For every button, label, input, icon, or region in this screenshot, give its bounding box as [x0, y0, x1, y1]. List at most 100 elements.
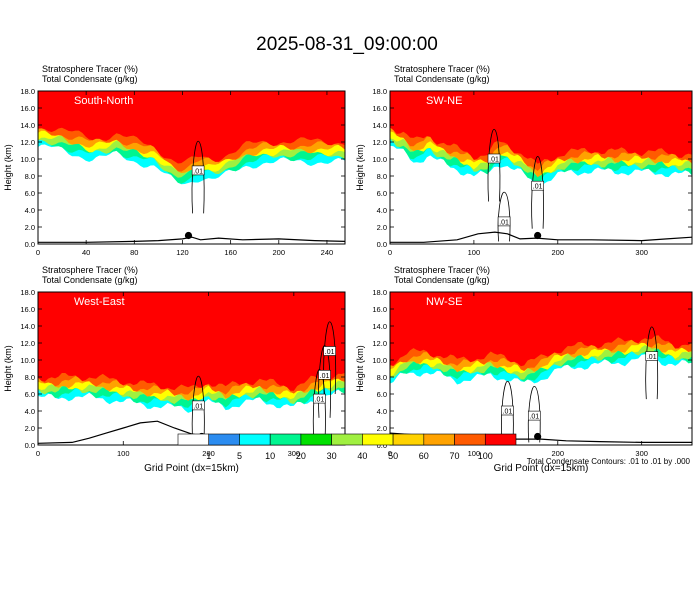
- contour-label-box: [501, 405, 514, 416]
- terrain-line: [38, 236, 345, 243]
- x-tick-label: 0: [36, 449, 40, 458]
- colorbar-label: 60: [419, 451, 429, 461]
- colorbar-label: 20: [296, 451, 306, 461]
- y-tick-label: 8.0: [377, 172, 387, 181]
- y-tick-label: 2.0: [377, 424, 387, 433]
- y-tick-label: 16.0: [372, 305, 387, 314]
- colorbar-swatch: [454, 433, 486, 446]
- contour-label: .01: [499, 219, 509, 226]
- tracer-layers: [390, 91, 692, 243]
- x-tick-label: 200: [552, 449, 565, 458]
- tracer-layers: [38, 91, 345, 243]
- y-tick-label: 4.0: [25, 407, 35, 416]
- contour-label: .01: [315, 397, 325, 404]
- y-tick-label: 14.0: [372, 121, 387, 130]
- panel-header-line: Total Condensate (g/kg): [42, 74, 138, 84]
- footnote: Total Condensate Contours: .01 to .01 by…: [527, 457, 691, 466]
- location-marker: [534, 432, 542, 441]
- tracer-band: [38, 292, 345, 391]
- colorbar-swatch: [423, 433, 455, 446]
- condensate-contour: [191, 375, 205, 443]
- y-tick-label: 6.0: [25, 390, 35, 399]
- colorbar-label: 30: [327, 451, 337, 461]
- x-tick-label: 240: [321, 248, 334, 257]
- colorbar-label: 10: [265, 451, 275, 461]
- contour-label: .01: [193, 168, 203, 175]
- y-tick-label: 16.0: [20, 104, 35, 113]
- location-marker: [534, 231, 542, 240]
- y-tick-label: 4.0: [377, 206, 387, 215]
- x-tick-label: 200: [273, 248, 286, 257]
- y-tick-label: 0.0: [377, 441, 387, 450]
- panel-top-left: Stratosphere Tracer (%)Total Condensate …: [3, 64, 346, 257]
- y-tick-label: 0.0: [377, 240, 387, 249]
- colorbar-swatch: [331, 433, 363, 446]
- colorbar-swatch: [177, 433, 210, 446]
- x-tick-label: 160: [224, 248, 237, 257]
- x-tick-label: 120: [176, 248, 189, 257]
- tracer-layers: [390, 292, 692, 443]
- y-tick-label: 18.0: [20, 87, 35, 96]
- contour-label: .01: [325, 349, 335, 356]
- condensate-contour: [323, 321, 337, 395]
- x-tick-label: 40: [82, 248, 90, 257]
- tracer-layers: [38, 292, 345, 444]
- contour-label: .01: [533, 184, 543, 191]
- contour-label: .01: [529, 414, 539, 421]
- panel-header-line: Stratosphere Tracer (%): [42, 265, 138, 275]
- x-tick-label: 300: [635, 449, 648, 458]
- condensate-contour: [191, 140, 205, 214]
- colorbar-label: 5: [237, 451, 242, 461]
- y-tick-label: 18.0: [372, 87, 387, 96]
- colorbar-swatch: [300, 433, 332, 446]
- condensate-contour: [312, 368, 326, 442]
- y-tick-label: 8.0: [25, 373, 35, 382]
- x-tick-label: 100: [468, 449, 481, 458]
- colorbar-label: 70: [450, 451, 460, 461]
- y-tick-label: 0.0: [25, 240, 35, 249]
- colorbar-swatch: [239, 433, 271, 446]
- colorbar-label: 40: [357, 451, 367, 461]
- contour-label: .01: [503, 409, 513, 416]
- plot-frame: [389, 291, 693, 446]
- y-tick-label: 2.0: [25, 424, 35, 433]
- tracer-band: [390, 292, 692, 367]
- x-tick-label: 0: [388, 248, 392, 257]
- panel-label: West-East: [74, 296, 125, 308]
- panel-header-line: Total Condensate (g/kg): [42, 275, 138, 285]
- contour-label: .01: [647, 354, 657, 361]
- x-tick-label: 100: [468, 248, 481, 257]
- y-tick-label: 12.0: [372, 138, 387, 147]
- x-tick-label: 100: [117, 449, 130, 458]
- colorbar-swatch: [392, 433, 425, 446]
- y-tick-label: 16.0: [372, 104, 387, 113]
- tracer-band: [38, 91, 345, 164]
- panel-top-right: Stratosphere Tracer (%)Total Condensate …: [355, 64, 693, 257]
- x-tick-label: 80: [130, 248, 138, 257]
- condensate-contour: [487, 128, 501, 202]
- y-tick-label: 8.0: [25, 172, 35, 181]
- x-tick-label: 300: [288, 449, 301, 458]
- y-tick-label: 18.0: [372, 288, 387, 297]
- colorbar-swatch: [269, 433, 302, 446]
- y-tick-label: 10.0: [372, 155, 387, 164]
- contour-label-box: [531, 180, 544, 191]
- colorbar: 1 5 10 20 30 40 50 60 70 100: [177, 433, 517, 461]
- contour-label-box: [191, 165, 205, 176]
- y-tick-label: 14.0: [20, 121, 35, 130]
- y-axis-label: Height (km): [355, 345, 365, 392]
- y-tick-label: 14.0: [20, 322, 35, 331]
- contour-label-box: [313, 393, 326, 404]
- y-tick-label: 6.0: [25, 189, 35, 198]
- contour-label: .01: [489, 157, 499, 164]
- y-tick-label: 16.0: [20, 305, 35, 314]
- condensate-contour: [645, 326, 659, 400]
- contour-label-box: [318, 369, 331, 380]
- panel-label: SW-NE: [426, 95, 462, 107]
- x-tick-label: 300: [635, 248, 648, 257]
- y-axis-label: Height (km): [3, 144, 13, 191]
- colorbar-label: 1: [206, 451, 211, 461]
- y-tick-label: 4.0: [25, 206, 35, 215]
- panel-bottom-right: Stratosphere Tracer (%)Total Condensate …: [355, 265, 693, 474]
